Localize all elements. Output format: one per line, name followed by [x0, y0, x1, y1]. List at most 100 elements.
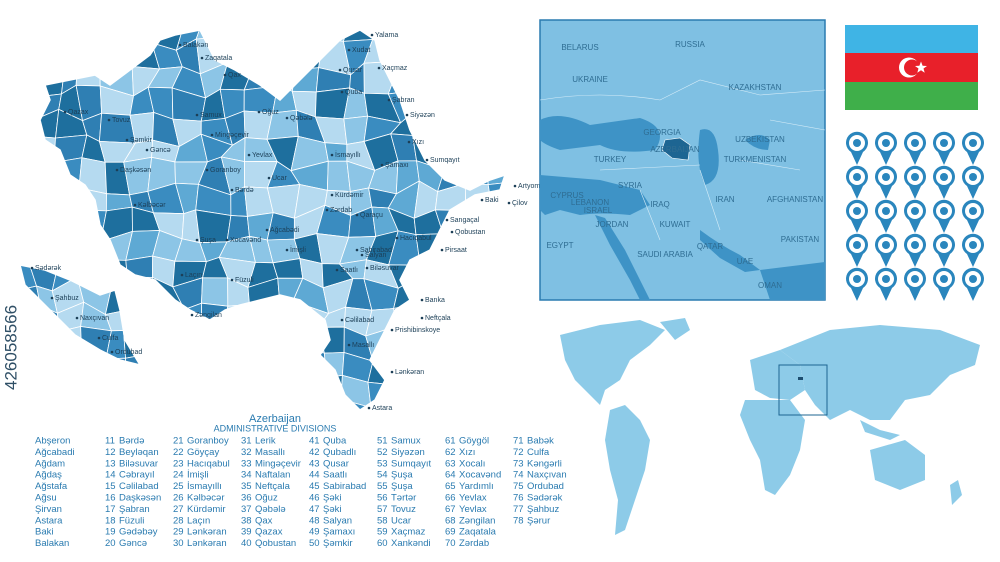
division-number: 44	[309, 470, 320, 481]
region	[222, 328, 255, 356]
region	[122, 307, 160, 331]
division-name: Lənkəran	[187, 527, 227, 538]
city-dot	[330, 153, 334, 157]
region	[485, 91, 505, 118]
division-name: Sumqayıt	[391, 458, 431, 469]
region	[416, 374, 448, 410]
region	[154, 324, 180, 358]
division-name: Daşkəsən	[119, 493, 161, 504]
division-name: Xızı	[459, 447, 475, 458]
city-dot	[395, 236, 399, 240]
city-label: Qəbələ	[290, 115, 313, 122]
icon-grid	[846, 131, 984, 301]
region	[482, 230, 505, 267]
pin-symbol	[911, 207, 919, 215]
country-label: AZERBAIJAN	[650, 145, 700, 154]
division-name: Cəbrayıl	[119, 470, 154, 481]
city-label: Culfa	[102, 335, 118, 342]
region	[218, 382, 250, 405]
region	[50, 398, 82, 410]
city-dot	[405, 113, 409, 117]
division-name: Füzuli	[119, 515, 144, 526]
division-number: 71	[513, 436, 524, 447]
region	[483, 400, 505, 410]
region	[218, 30, 251, 46]
region	[151, 352, 180, 379]
region	[53, 157, 83, 192]
region	[444, 348, 471, 378]
pin-symbol	[940, 207, 948, 215]
region	[510, 231, 535, 262]
region	[79, 406, 109, 410]
region	[459, 61, 495, 97]
city-label: Qobustan	[455, 229, 485, 236]
division-number: 15	[105, 481, 116, 492]
division-number: 54	[377, 470, 388, 481]
division-number: 72	[513, 447, 524, 458]
region	[195, 30, 226, 40]
division-number: 31	[241, 436, 252, 447]
division-name: Qusar	[323, 458, 349, 469]
division-name: Ordubad	[527, 481, 564, 492]
city-dot	[507, 201, 511, 205]
region	[416, 47, 447, 72]
city-dot	[110, 350, 114, 354]
region	[465, 348, 497, 378]
city-dot	[265, 228, 269, 232]
division-number: 69	[445, 527, 456, 538]
city-dot	[210, 133, 214, 137]
city-dot	[325, 208, 329, 212]
division-name: Lerik	[255, 436, 276, 447]
city-dot	[355, 213, 359, 217]
region	[468, 40, 492, 70]
division-name: Goranboy	[187, 436, 229, 447]
division-number: 57	[377, 504, 388, 515]
division-number: 58	[377, 515, 388, 526]
division-name: Şəki	[323, 493, 341, 504]
country-label: GEORGIA	[643, 128, 681, 137]
pin-symbol	[882, 241, 890, 249]
division-number: 42	[309, 447, 320, 458]
city-dot	[50, 296, 54, 300]
pin-symbol	[853, 275, 861, 283]
region	[486, 261, 505, 281]
city-label: Zəngilan	[195, 312, 222, 319]
city-label: Ağcabədi	[270, 227, 300, 234]
region	[412, 403, 448, 410]
division-name: Gəncə	[119, 538, 147, 549]
city-dot	[360, 253, 364, 257]
city-dot	[75, 316, 79, 320]
region	[485, 113, 505, 142]
region	[20, 206, 34, 237]
region	[444, 374, 473, 409]
city-label: Biləsuvar	[370, 265, 399, 272]
pin-symbol	[911, 275, 919, 283]
city-dot	[257, 110, 261, 114]
division-number: 17	[105, 504, 116, 515]
division-number: 43	[309, 458, 320, 469]
region	[102, 30, 138, 46]
country-label: SAUDI ARABIA	[637, 250, 693, 259]
city-label: Şahbuz	[55, 295, 79, 302]
division-number: 74	[513, 470, 524, 481]
division-number: 13	[105, 458, 116, 469]
city-label: Ucar	[272, 175, 287, 182]
pin-symbol	[940, 241, 948, 249]
division-number: 48	[309, 515, 320, 526]
region	[465, 374, 497, 409]
region	[106, 409, 132, 410]
city-label: Hacıqabul	[400, 235, 432, 242]
region	[20, 285, 41, 308]
division-number: 73	[513, 458, 524, 469]
division-name: Yevlax	[459, 493, 487, 504]
region	[32, 331, 60, 362]
region	[35, 162, 62, 192]
division-number: 27	[173, 504, 184, 515]
city-dot	[380, 163, 384, 167]
city-label: Kürdəmir	[335, 192, 364, 199]
pin-symbol	[911, 173, 919, 181]
division-name: Quba	[323, 436, 347, 447]
city-label: Balakən	[183, 42, 208, 49]
city-dot	[267, 176, 271, 180]
country-label: JORDAN	[596, 220, 629, 229]
